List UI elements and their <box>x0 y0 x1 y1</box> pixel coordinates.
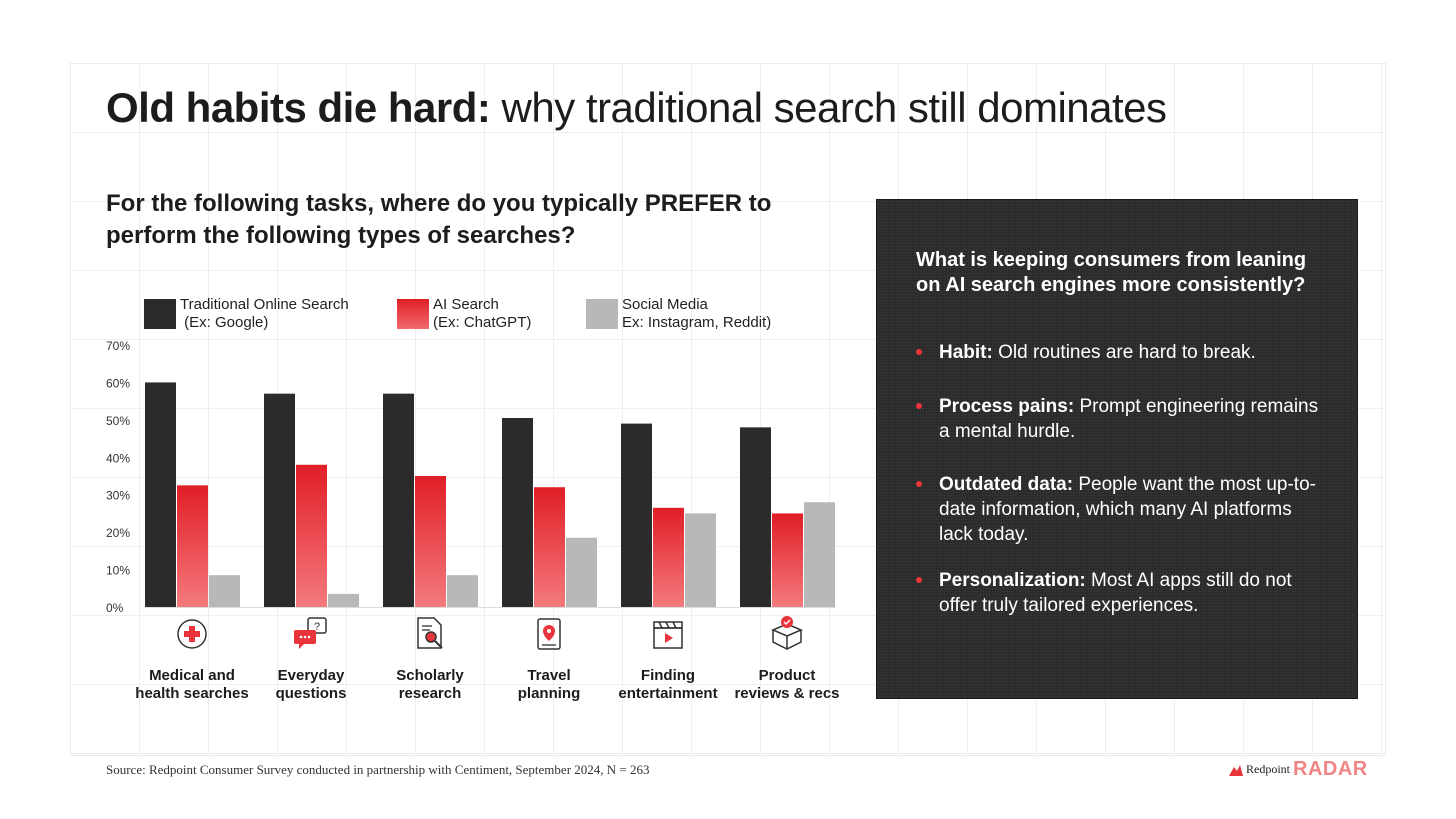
category-label-line: planning <box>517 685 581 702</box>
legend-label-ai: AI Search (Ex: ChatGPT) <box>433 296 532 331</box>
insight-panel: What is keeping consumers from leaning o… <box>876 199 1358 699</box>
bar-social <box>804 502 835 607</box>
black-swatch-icon <box>144 299 176 329</box>
category-label-travel: Travel planning <box>484 667 614 703</box>
category-label-line: research <box>398 685 462 702</box>
redpoint-radar-logo: Redpoint RADAR <box>1229 758 1368 781</box>
y-tick-label: 50% <box>106 414 130 428</box>
bullet-title: Habit: <box>939 342 993 363</box>
product-box-icon <box>771 616 803 650</box>
bullet-text: Most AI apps still do not offer truly ta… <box>939 570 1292 616</box>
legend-item-social: Social Media Ex: Instagram, Reddit) <box>586 296 771 332</box>
document-search-icon <box>417 617 443 649</box>
category-label-line: reviews & recs <box>734 685 840 702</box>
bar-social <box>209 575 240 607</box>
bullet-dot-icon <box>916 403 922 409</box>
legend-item-traditional: Traditional Online Search (Ex: Google) <box>144 296 349 332</box>
mountain-logo-icon <box>1229 764 1243 776</box>
bullet-dot-icon <box>916 577 922 583</box>
category-label-line: Medical and <box>149 667 235 684</box>
legend-item-ai: AI Search (Ex: ChatGPT) <box>397 296 531 332</box>
y-tick-label: 60% <box>106 376 130 390</box>
bar-ai <box>772 513 803 607</box>
chat-question-icon: ? <box>294 617 327 649</box>
category-label-line: Travel <box>527 667 571 684</box>
panel-question: What is keeping consumers from leaning o… <box>916 249 1307 296</box>
map-pin-icon <box>537 618 561 650</box>
logo-text-radar: RADAR <box>1293 758 1368 780</box>
category-label-line: Everyday <box>277 667 345 684</box>
bullet-dot-icon <box>916 349 922 355</box>
bar-ai <box>534 487 565 607</box>
bullet-text: People want the most up-to-date informat… <box>939 474 1316 545</box>
bar-social <box>447 575 478 607</box>
clapperboard-icon <box>653 621 683 649</box>
bullet-title: Outdated data: <box>939 474 1074 495</box>
bullet-dot-icon <box>916 481 922 487</box>
survey-question: For the following tasks, where do you ty… <box>106 190 772 249</box>
y-tick-label: 10% <box>106 564 130 578</box>
bullet-process-pains: Process pains: Prompt engineering remain… <box>915 394 1325 444</box>
source-note: Source: Redpoint Consumer Survey conduct… <box>106 762 650 777</box>
bullet-personalization: Personalization: Most AI apps still do n… <box>915 568 1325 618</box>
category-label-medical: Medical and health searches <box>127 667 257 703</box>
category-label-scholarly: Scholarly research <box>365 667 495 703</box>
bar-traditional <box>145 382 176 607</box>
panel-bullets: Habit: Old routines are hard to break. P… <box>915 340 1325 618</box>
bar-social <box>566 537 597 607</box>
y-tick-label: 30% <box>106 489 130 503</box>
bar-social <box>685 513 716 607</box>
bar-ai <box>653 507 684 607</box>
category-label-line: questions <box>275 685 347 702</box>
title-bold: Old habits die hard: <box>106 84 491 131</box>
bullet-title: Personalization: <box>939 570 1086 591</box>
page-title: Old habits die hard: why traditional sea… <box>106 84 1167 132</box>
bar-ai <box>177 485 208 607</box>
category-label-product: Product reviews & recs <box>722 667 852 703</box>
svg-text:?: ? <box>314 621 320 633</box>
legend-label-social: Social Media Ex: Instagram, Reddit) <box>622 296 772 331</box>
bar-traditional <box>383 393 414 607</box>
category-label-line: entertainment <box>618 685 718 702</box>
bar-traditional <box>621 423 652 607</box>
bar-traditional <box>502 417 533 607</box>
bullet-outdated-data: Outdated data: People want the most up-t… <box>915 472 1329 547</box>
bullet-text: Old routines are hard to break. <box>992 342 1256 363</box>
y-tick-label: 40% <box>106 451 130 465</box>
y-tick-label: 20% <box>106 526 130 540</box>
gray-swatch-icon <box>586 299 618 329</box>
bar-traditional <box>740 427 771 607</box>
category-label-everyday: Everyday questions <box>246 667 376 703</box>
category-label-line: Product <box>758 667 816 684</box>
bar-social <box>328 593 359 607</box>
bullet-habit: Habit: Old routines are hard to break. <box>915 340 1325 365</box>
bar-ai <box>296 464 327 607</box>
bar-ai <box>415 476 446 607</box>
red-swatch-icon <box>397 299 429 329</box>
bullet-text: Prompt engineering remains a mental hurd… <box>939 396 1319 442</box>
y-tick-label: 70% <box>106 339 130 353</box>
title-light: why traditional search still dominates <box>490 84 1168 131</box>
bullet-title: Process pains: <box>939 396 1075 417</box>
category-label-line: Scholarly <box>396 667 464 684</box>
bar-traditional <box>264 393 295 607</box>
logo-text-redpoint: Redpoint <box>1246 762 1290 776</box>
category-label-entertainment: Finding entertainment <box>603 667 733 703</box>
category-label-line: Finding <box>640 667 696 684</box>
category-label-line: health searches <box>135 685 249 702</box>
medical-cross-icon <box>177 619 207 649</box>
legend-label-traditional: Traditional Online Search (Ex: Google) <box>180 296 349 331</box>
y-tick-label: 0% <box>106 601 124 615</box>
